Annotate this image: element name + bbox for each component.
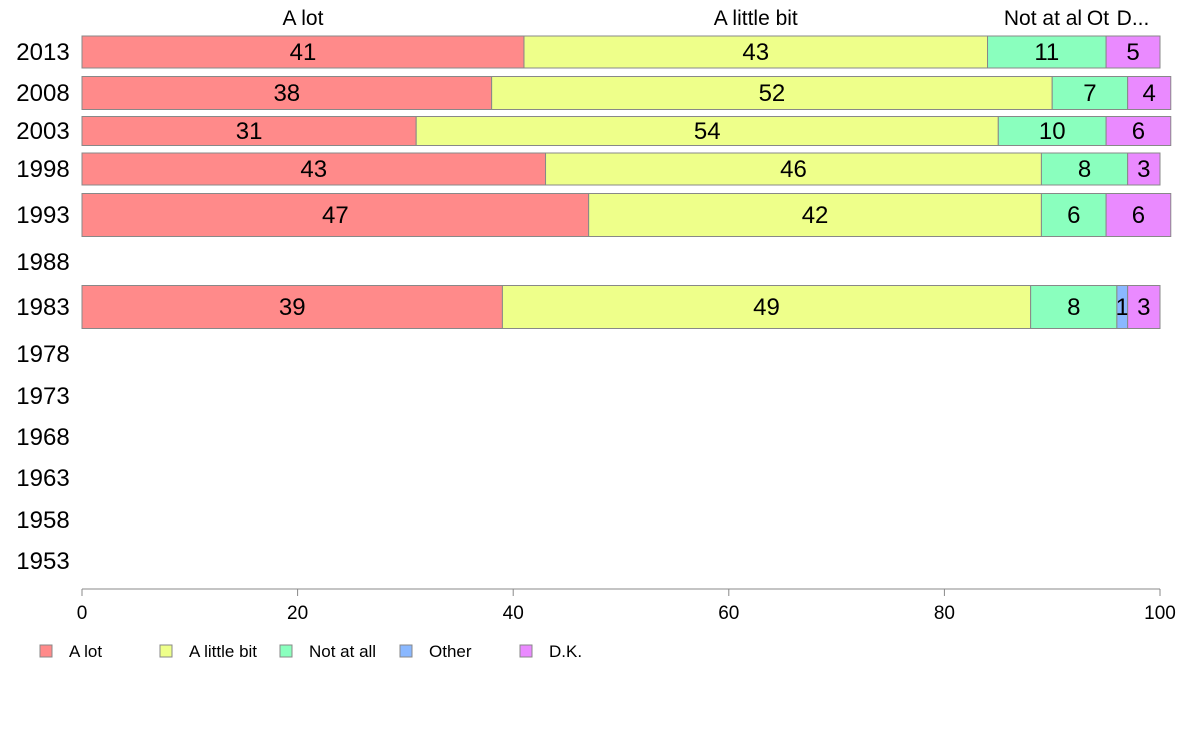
segment-header-2: Not at al [1004,7,1082,30]
x-tick-label-80: 80 [934,603,955,624]
legend-label-0: A lot [69,642,102,661]
segment-header-1: A little bit [714,7,798,30]
category-label-1968: 1968 [16,424,69,451]
legend-swatch-2 [279,644,293,658]
data-label-2003-0: 31 [236,118,263,145]
bar-2008-a-little-bit [491,76,1053,110]
data-label-1998-0: 43 [300,156,327,183]
category-label-1993: 1993 [16,202,69,229]
legend-swatch-1 [159,644,173,658]
category-label-1978: 1978 [16,341,69,368]
bar-1983-a-lot [81,285,503,329]
x-tick-label-20: 20 [287,603,308,624]
bar-1998-a-lot [81,152,547,186]
legend-swatch-4 [519,644,533,658]
bar-1983-d-k- [1127,285,1161,329]
x-tick-label-40: 40 [503,603,524,624]
legend-label-1: A little bit [189,642,257,661]
data-label-2008-1: 52 [759,80,786,107]
bar-2003-d-k- [1105,116,1172,146]
category-label-1998: 1998 [16,156,69,183]
bar-2013-a-little-bit [523,35,989,69]
category-label-1953: 1953 [16,548,69,575]
data-label-1983-2: 8 [1067,294,1080,321]
category-label-1963: 1963 [16,465,69,492]
segment-header-4: D... [1117,7,1150,30]
bar-1998-a-little-bit [545,152,1042,186]
category-label-2013: 2013 [16,39,69,66]
data-label-2013-4: 5 [1126,39,1139,66]
bar-1993-d-k- [1105,193,1172,237]
data-label-2003-2: 10 [1039,118,1066,145]
bar-2008-a-lot [81,76,493,110]
bar-1998-d-k- [1127,152,1161,186]
data-label-1993-0: 47 [322,202,349,229]
category-label-1973: 1973 [16,383,69,410]
legend-swatch-0 [39,644,53,658]
data-label-1998-1: 46 [780,156,807,183]
data-label-1983-3: 1 [1116,294,1129,321]
data-label-1983-4: 3 [1137,294,1150,321]
data-label-1998-4: 3 [1137,156,1150,183]
bar-2013-d-k- [1105,35,1161,69]
data-label-2013-1: 43 [742,39,769,66]
bar-1993-a-lot [81,193,590,237]
data-label-1993-2: 6 [1067,202,1080,229]
data-label-2013-0: 41 [290,39,317,66]
legend-label-3: Other [429,642,472,661]
legend-label-2: Not at all [309,642,376,661]
legend-swatch-3 [399,644,413,658]
data-label-2008-2: 7 [1083,80,1096,107]
category-label-1983: 1983 [16,294,69,321]
data-label-2013-2: 11 [1034,39,1059,66]
bar-1983-a-little-bit [501,285,1032,329]
data-label-2008-4: 4 [1143,80,1156,107]
category-label-1958: 1958 [16,507,69,534]
x-tick-label-100: 100 [1144,603,1176,624]
legend-label-4: D.K. [549,642,582,661]
bar-2008-d-k- [1127,76,1172,110]
x-tick-label-0: 0 [77,603,88,624]
data-label-1983-0: 39 [279,294,306,321]
data-label-2008-0: 38 [273,80,300,107]
bar-1993-a-little-bit [588,193,1042,237]
bar-2013-a-lot [81,35,525,69]
data-label-1998-2: 8 [1078,156,1091,183]
data-label-1993-4: 6 [1132,202,1145,229]
category-label-1988: 1988 [16,249,69,276]
data-label-1993-1: 42 [802,202,829,229]
bar-2013-not-at-all [987,35,1107,69]
segment-header-3: Ot [1087,7,1109,30]
bar-1983-not-at-all [1030,285,1118,329]
data-label-2003-1: 54 [694,118,721,145]
category-label-2003: 2003 [16,118,69,145]
data-label-2003-4: 6 [1132,118,1145,145]
bar-2008-not-at-all [1051,76,1129,110]
bar-1993-not-at-all [1040,193,1107,237]
category-label-2008: 2008 [16,80,69,107]
segment-header-0: A lot [283,7,324,30]
x-tick-label-60: 60 [718,603,739,624]
data-label-1983-1: 49 [753,294,780,321]
bar-2003-a-little-bit [415,116,999,146]
bar-2003-a-lot [81,116,417,146]
